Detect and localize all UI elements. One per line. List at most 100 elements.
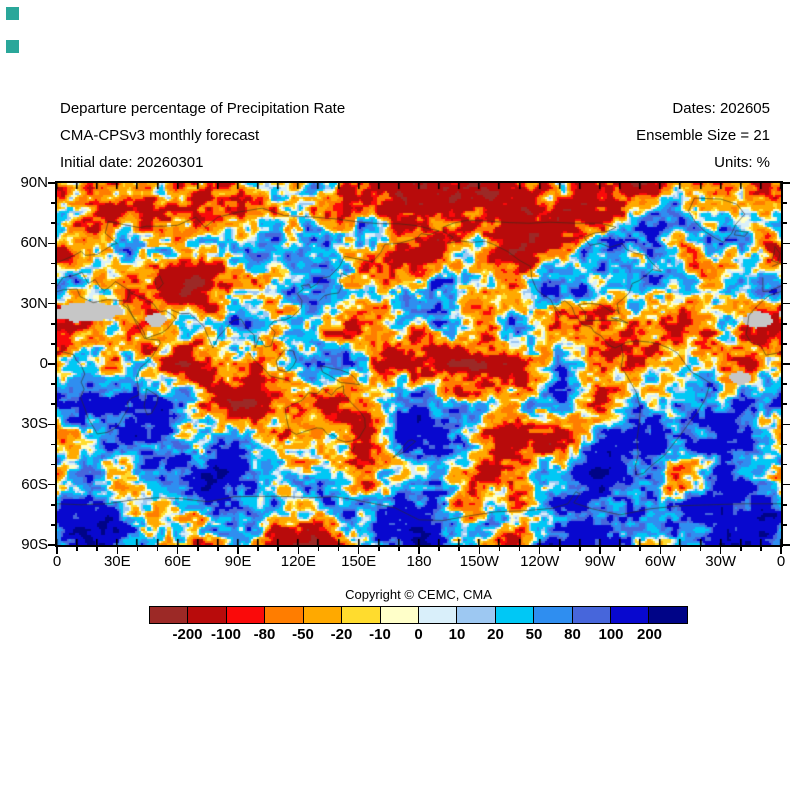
tick-mark [478,547,481,554]
tick-mark [176,547,179,554]
tick-mark [51,323,55,325]
colorbar-label: 10 [448,626,466,643]
colorbar-label: -80 [253,626,276,643]
tick-mark [699,547,702,551]
colorbar-cell [264,606,304,624]
tick-mark [156,547,159,551]
tick-mark [217,547,219,551]
colorbar [149,606,688,624]
x-tick-label: 120W [520,553,560,570]
tick-mark [783,202,787,204]
tick-mark [538,547,541,554]
tick-mark [51,343,55,345]
tick-mark [659,547,662,554]
x-tick-label: 0 [52,553,62,570]
tick-mark [783,524,787,526]
tick-mark [51,383,55,385]
colorbar-cell [417,606,458,624]
colorbar-cell [149,606,189,624]
tick-mark [783,222,787,224]
x-tick-label: 120E [280,553,316,570]
tick-mark [398,547,400,551]
tick-mark [780,547,782,554]
y-tick-label: 90S [21,536,48,553]
x-tick-label: 90E [224,553,252,570]
tick-mark [48,483,55,486]
x-tick-label: 90W [584,553,616,570]
tick-mark [760,547,762,551]
tick-mark [783,423,790,426]
tick-mark [783,363,790,365]
tick-mark [48,182,55,184]
tick-mark [48,544,55,546]
tick-mark [257,547,259,551]
tick-mark [498,547,501,551]
tick-mark [783,323,787,325]
tick-mark [277,547,279,551]
tick-mark [51,463,55,466]
tick-mark [740,547,742,551]
colorbar-cell [648,606,688,624]
tick-mark [518,547,521,551]
tick-mark [51,403,55,405]
x-tick-label: 30W [705,553,737,570]
colorbar-cell [302,606,343,624]
dates-label: Dates: 202605 [672,100,770,117]
tick-mark [51,202,55,204]
colorbar-label: -50 [292,626,314,643]
tick-mark [56,547,58,554]
colorbar-cell [533,606,573,624]
colorbar-cell [571,606,612,624]
tick-mark [619,547,621,551]
y-tick-label: 90N [20,174,48,191]
tick-mark [559,547,561,551]
tick-mark [438,547,440,551]
tick-mark [136,547,139,551]
tick-mark [783,463,787,466]
tick-mark [783,403,787,405]
y-tick-label: 30S [21,415,48,433]
tick-mark [96,547,98,551]
corner-marker-2 [6,40,19,53]
tick-mark [378,547,380,551]
ensemble-size-label: Ensemble Size = 21 [636,127,770,144]
tick-mark [418,547,420,554]
colorbar-label: 20 [487,626,504,643]
tick-mark [48,302,55,305]
tick-mark [783,242,790,245]
tick-mark [783,262,787,265]
y-tick-label: 0 [39,355,48,372]
colorbar-label: 50 [525,626,543,643]
colorbar-cell [187,606,227,624]
y-tick-label: 60N [20,234,48,252]
tick-mark [48,423,55,426]
tick-mark [783,343,787,345]
tick-mark [357,547,360,554]
x-tick-label: 0 [776,553,786,570]
colorbar-label: 200 [636,626,663,643]
tick-mark [783,483,790,486]
colorbar-label: -100 [210,626,242,643]
tick-mark [337,547,340,551]
x-tick-label: 30E [103,553,131,570]
plot-title: Departure percentage of Precipitation Ra… [60,100,346,117]
initial-date-label: Initial date: 20260301 [60,154,204,171]
plot-subtitle: CMA-CPSv3 monthly forecast [60,127,260,144]
tick-mark [317,547,320,551]
tick-mark [51,504,55,506]
colorbar-label: 80 [564,626,581,643]
tick-mark [51,222,55,224]
colorbar-label: 100 [598,626,624,643]
map-canvas [55,181,783,547]
tick-mark [48,242,55,245]
y-tick-label: 30N [20,294,48,312]
tick-mark [51,524,55,526]
tick-mark [237,547,239,554]
tick-mark [783,544,790,546]
tick-mark [51,262,55,265]
x-tick-label: 150E [341,553,377,570]
tick-mark [579,547,581,551]
colorbar-label: -20 [330,626,353,643]
tick-mark [51,282,55,285]
